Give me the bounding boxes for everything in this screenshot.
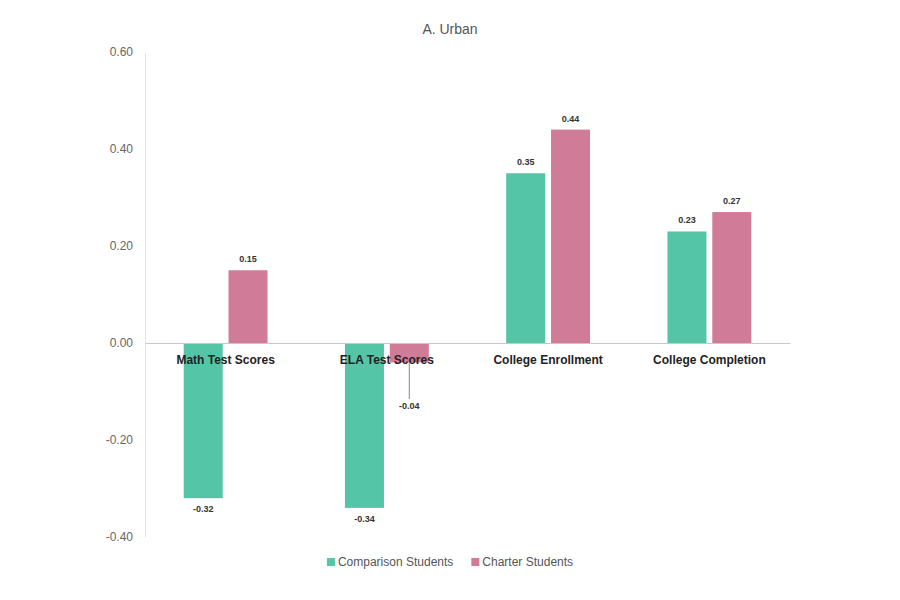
legend-item: Comparison Students: [327, 555, 453, 569]
legend-item: Charter Students: [471, 555, 573, 569]
data-label: 0.15: [239, 254, 257, 264]
y-tick-label: -0.20: [106, 433, 134, 447]
bar-series: [184, 173, 707, 508]
y-tick-label: 0.60: [110, 45, 134, 59]
x-axis-line: [146, 343, 791, 344]
chart-title: A. Urban: [422, 21, 477, 37]
data-labels: -0.32 -0.34 0.35 0.23 0.15 -0.04 0.44 0.27: [193, 114, 741, 524]
legend-swatch: [471, 558, 479, 566]
x-tick-label: Math Test Scores: [176, 353, 275, 367]
y-tick: -0.20: [106, 433, 145, 447]
x-tick: Math Test Scores: [176, 343, 275, 367]
y-tick: 0.40: [110, 142, 145, 156]
y-axis-line: [145, 53, 146, 538]
bars: [184, 130, 752, 508]
y-tick-label: 0.20: [110, 239, 134, 253]
data-label: -0.04: [399, 401, 420, 411]
y-tick: 0.00: [110, 336, 145, 350]
y-tick-label: -0.40: [106, 530, 134, 544]
x-axis: Math Test Scores ELA Test Scores College E…: [146, 343, 791, 367]
y-tick: -0.40: [106, 530, 145, 544]
x-tick-label: College Enrollment: [493, 353, 602, 367]
bar: [667, 231, 706, 343]
x-tick: College Enrollment: [493, 343, 602, 367]
y-tick-label: 0.00: [110, 336, 134, 350]
x-tick-label: ELA Test Scores: [340, 353, 434, 367]
y-tick: 0.20: [110, 239, 145, 253]
bar-series: [229, 130, 752, 363]
bar: [712, 212, 751, 343]
y-axis: -0.40 -0.20 0.00 0.20 0.40 0.60: [106, 45, 146, 544]
data-label: 0.23: [678, 215, 696, 225]
label-leader: [409, 362, 410, 399]
chart: A. Urban -0.40 -0.20 0.00 0.20 0.40 0.60 Math T…: [0, 0, 900, 600]
data-label: 0.27: [723, 196, 741, 206]
y-tick-label: 0.40: [110, 142, 134, 156]
y-tick: 0.60: [110, 45, 145, 59]
legend-label: Charter Students: [482, 555, 573, 569]
x-tick: College Completion: [653, 343, 766, 367]
x-tick-label: College Completion: [653, 353, 766, 367]
data-label: -0.34: [354, 514, 375, 524]
data-label: -0.32: [193, 504, 214, 514]
bar: [506, 173, 545, 343]
bar: [229, 270, 268, 343]
data-label: 0.44: [562, 114, 580, 124]
x-tick: ELA Test Scores: [340, 343, 434, 367]
data-label: 0.35: [517, 157, 535, 167]
bar: [551, 130, 590, 343]
bar: [345, 343, 384, 508]
legend-swatch: [327, 558, 335, 566]
legend: Comparison Students Charter Students: [327, 555, 573, 569]
legend-label: Comparison Students: [338, 555, 453, 569]
